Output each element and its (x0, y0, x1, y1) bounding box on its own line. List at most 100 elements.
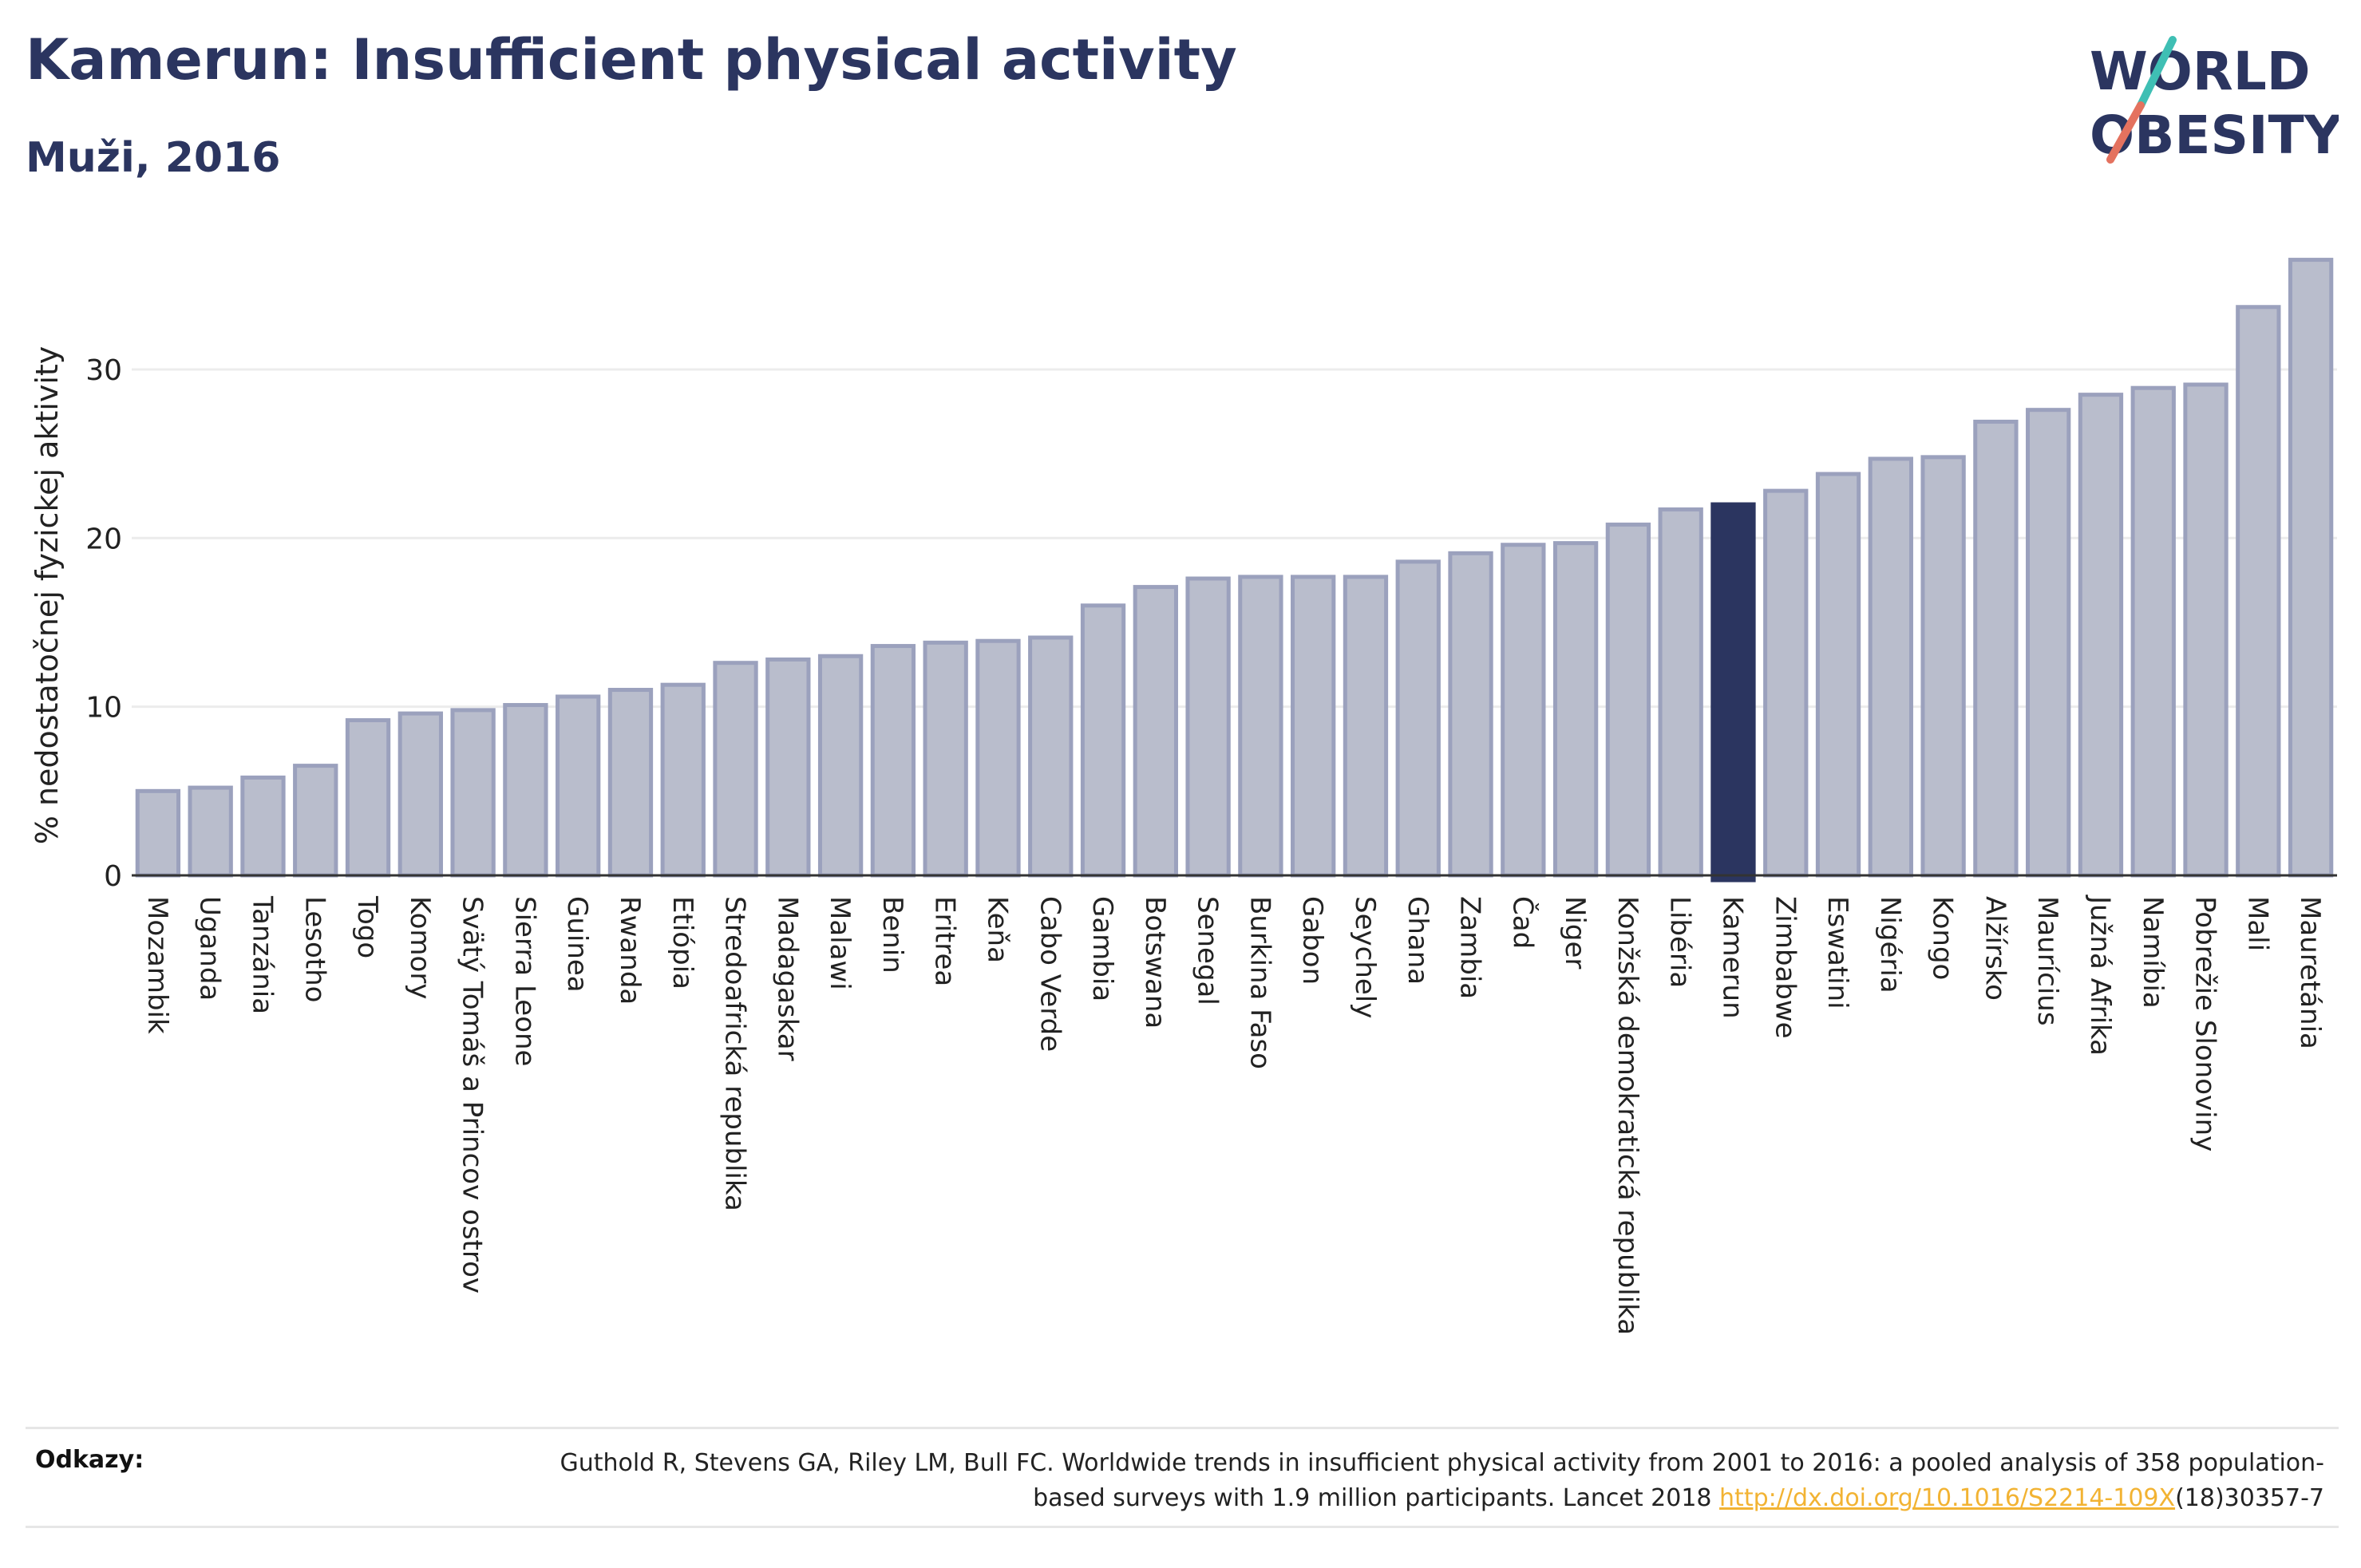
bar-senegal (1185, 576, 1231, 878)
x-tick-label: Maurícius (2031, 896, 2063, 1026)
x-tick-label: Komory (404, 896, 436, 999)
bar-guinea (556, 694, 601, 878)
x-tick-label: Nigéria (1874, 896, 1906, 993)
y-tick-label: 30 (85, 354, 122, 387)
bar-ghana (1395, 559, 1441, 878)
bars (135, 258, 2334, 883)
x-tick-label: Čad (1506, 896, 1539, 949)
bar-cabo-verde (1028, 635, 1074, 878)
x-tick-label: Rwanda (614, 896, 646, 1005)
references-text: Guthold R, Stevens GA, Riley LM, Bull FC… (488, 1446, 2324, 1516)
bar-benin (870, 644, 916, 878)
bar-eswatini (1815, 472, 1861, 878)
references-doi-link[interactable]: http://dx.doi.org/10.1016/S2214-109X (1719, 1484, 2176, 1512)
x-tick-label: Cabo Verde (1034, 896, 1066, 1052)
bar-komory (397, 711, 443, 878)
logo-slash-teal (2137, 36, 2177, 109)
bar-eritrea (923, 640, 968, 878)
y-tick-label: 0 (104, 860, 122, 893)
x-tick-label: Uganda (194, 896, 226, 1001)
bar-malawi (817, 654, 864, 878)
bar-gabon (1291, 575, 1336, 878)
bar-mozambik (135, 788, 181, 878)
bar-rwanda (607, 688, 654, 878)
x-tick-label: Sierra Leone (508, 896, 540, 1066)
bar-konžská-demokratická-republika (1605, 522, 1651, 878)
references-citation: Guthold R, Stevens GA, Riley LM, Bull FC… (560, 1449, 2324, 1512)
x-tick-label: Konžská demokratická republika (1612, 896, 1643, 1335)
x-tick-label: Burkina Faso (1244, 896, 1275, 1069)
y-axis-title: % nedostatočnej fyzickej aktivity (30, 346, 65, 845)
chart-title: Kamerun: Insufficient physical activity (26, 27, 1237, 93)
x-tick-label: Alžírsko (1979, 896, 2011, 1001)
bar-keňa (975, 638, 1021, 878)
gridlines (132, 368, 2337, 709)
x-tick-label: Lesotho (299, 896, 330, 1002)
x-axis-labels: Mozambik Uganda Tanzánia Lesotho Togo Komory S… (141, 895, 2326, 1335)
bar-kamerun (1710, 502, 1756, 883)
references-doi-suffix: (18)30357-7 (2175, 1484, 2324, 1512)
world-obesity-logo: WORLD OBESITY (2090, 36, 2339, 166)
references-label: Odkazy: (35, 1446, 144, 1474)
bar-pobrežie-slonoviny (2183, 382, 2229, 878)
y-axis: 0 10 20 30 (85, 354, 122, 893)
x-tick-label: Mozambik (141, 896, 173, 1034)
x-tick-label: Seychely (1349, 896, 1381, 1018)
x-tick-label: Guinea (561, 896, 593, 993)
bar-kongo (1920, 455, 1966, 878)
bar-nigéria (1868, 456, 1913, 878)
x-tick-label: Mali (2241, 896, 2273, 951)
bar-uganda (188, 785, 233, 878)
bar-namíbia (2130, 385, 2176, 878)
bar-lesotho (293, 764, 338, 878)
x-tick-label: Gambia (1086, 896, 1118, 1001)
bar-čad (1501, 543, 1546, 878)
x-tick-label: Tanzánia (246, 895, 278, 1014)
x-tick-label: Mauretánia (2294, 896, 2326, 1049)
divider-bottom (26, 1526, 2339, 1528)
bar-togo (345, 718, 391, 878)
x-tick-label: Gabon (1296, 896, 1328, 985)
x-tick-label: Ghana (1402, 896, 1434, 985)
x-tick-label: Zimbabwe (1769, 896, 1801, 1039)
x-tick-label: Senegal (1192, 896, 1224, 1005)
x-tick-label: Benin (876, 896, 908, 974)
y-tick-label: 20 (85, 523, 122, 555)
bar-tanzánia (240, 775, 286, 878)
x-tick-label: Keňa (981, 896, 1013, 963)
x-tick-label: Etiópia (666, 896, 698, 989)
bar-etiópia (660, 682, 706, 878)
bar-sierra-leone (503, 703, 548, 878)
x-tick-label: Libéria (1664, 896, 1696, 988)
x-tick-label: Pobrežie Slonoviny (2189, 896, 2221, 1151)
bar-burkina-faso (1238, 575, 1283, 878)
x-tick-label: Južná Afrika (2084, 895, 2116, 1056)
divider-top (26, 1427, 2339, 1429)
x-tick-label: Botswana (1139, 896, 1171, 1029)
x-tick-label: Svätý Tomáš a Princov ostrov (457, 896, 488, 1294)
bar-botswana (1133, 585, 1178, 878)
bar-zambia (1448, 551, 1493, 878)
logo-text-world: WORLD (2090, 41, 2311, 102)
x-tick-label: Eritrea (929, 896, 961, 986)
bar-južná-afrika (2078, 393, 2124, 878)
x-tick-label: Namíbia (2137, 896, 2169, 1009)
x-tick-label: Kongo (1927, 896, 1959, 980)
chart-subtitle: Muži, 2016 (26, 134, 281, 182)
x-tick-label: Madagaskar (771, 896, 803, 1061)
bar-mauretánia (2288, 258, 2334, 878)
bar-maurícius (2026, 408, 2071, 878)
bar-zimbabwe (1763, 488, 1809, 878)
x-tick-label: Togo (351, 895, 383, 958)
logo-slash-coral (2106, 101, 2145, 164)
x-tick-label: Kamerun (1716, 896, 1748, 1019)
x-tick-label: Eswatini (1821, 896, 1853, 1009)
bar-stredoafrická-republika (713, 661, 758, 878)
bar-seychely (1343, 575, 1389, 878)
x-tick-label: Malawi (824, 896, 856, 990)
x-tick-label: Niger (1559, 896, 1591, 969)
bar-libéria (1658, 507, 1703, 878)
x-tick-label: Stredoafrická republika (719, 896, 751, 1211)
bar-mali (2236, 305, 2281, 878)
bar-madagaskar (765, 657, 811, 878)
